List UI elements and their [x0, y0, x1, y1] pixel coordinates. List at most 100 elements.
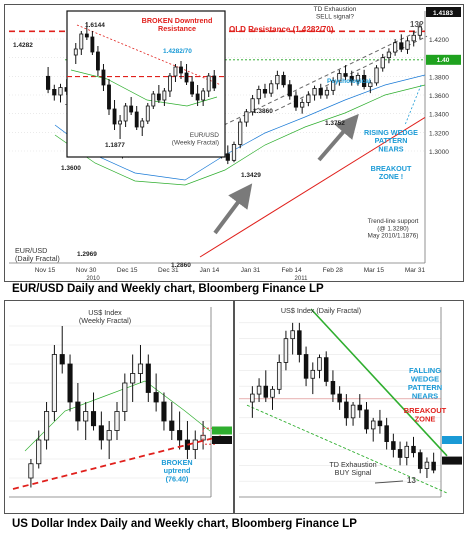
- eurusd-candle: [412, 35, 415, 41]
- price-tag-blue: [442, 436, 462, 444]
- eurusd-candle: [288, 85, 291, 96]
- usd-weekly-candle: [99, 426, 103, 440]
- usd-daily-candle: [318, 358, 322, 371]
- weekly-candle: [102, 70, 105, 85]
- usd-daily-chart: US$ Index (Daily Fractal) FALLING WEDGE PAT…: [235, 301, 463, 513]
- usd-daily-candle: [371, 421, 375, 429]
- usd-weekly-candle: [154, 393, 158, 403]
- weekly-candle: [124, 106, 127, 121]
- eurusd-candle: [294, 96, 297, 107]
- usd-daily-candle: [425, 462, 429, 468]
- weekly-candle: [130, 106, 133, 112]
- trendline-support-label: Trend-line support (@ 1.3280) May 2010/1.1…: [368, 218, 419, 240]
- usd-weekly-candle: [52, 355, 56, 412]
- wedge-callout-line: [405, 85, 421, 125]
- usd-weekly-candle: [146, 364, 150, 393]
- eurusd-candle: [257, 89, 260, 98]
- rising-wedge-label: RISING WEDGE PATTERN NEARS: [364, 128, 418, 153]
- eurusd-candle: [319, 88, 322, 95]
- usd-weekly-candle: [138, 364, 142, 374]
- usd-weekly-candle: [37, 440, 41, 464]
- usd-weekly-panel: US$ Index (Weekly Fractal) BROKEN uptrend (7…: [4, 300, 234, 514]
- eurusd-daily-series-label: EUR/USD (Daily Fractal): [15, 246, 60, 263]
- weekly-candle: [107, 85, 110, 109]
- x-tick-label: Mar 31: [405, 267, 426, 274]
- weekly-candle: [113, 109, 116, 124]
- usd-daily-candle: [412, 446, 416, 452]
- x-tick-label: Jan 14: [200, 267, 220, 274]
- y-tick-label: 1.3200: [429, 130, 449, 137]
- eurusd-daily-chart: 1.42001.40001.38001.36001.34001.32001.30…: [5, 5, 463, 281]
- pivot-label: 1.3752: [325, 120, 345, 127]
- weekly-candle: [202, 91, 205, 100]
- usd-weekly-candle: [29, 464, 33, 478]
- usd-daily-candle: [257, 386, 261, 394]
- usd-daily-candle: [392, 442, 396, 450]
- weekly-candle: [141, 121, 144, 127]
- usd-daily-candle: [284, 339, 288, 363]
- weekly-candle: [174, 67, 177, 76]
- x-tick-label: Feb 14: [282, 267, 303, 274]
- eurusd-candle: [263, 89, 266, 93]
- weekly-candle: [74, 49, 77, 55]
- weekly-candle: [119, 121, 122, 124]
- usd-daily-candle: [331, 381, 335, 394]
- broken-uptrend-label: BROKEN uptrend (76.40): [161, 458, 192, 483]
- usd-daily-candle: [251, 394, 255, 402]
- x-tick-label: Nov 30: [76, 267, 97, 274]
- usd-weekly-candle: [170, 421, 174, 431]
- weekly-candle: [179, 67, 182, 73]
- usd-weekly-candle: [177, 431, 181, 441]
- usd-weekly-candle: [44, 412, 48, 441]
- weekly-candle: [207, 76, 210, 91]
- x-tick-label: Nov 15: [35, 267, 56, 274]
- weekly-candle: [146, 106, 149, 121]
- usd-daily-candle: [311, 370, 315, 378]
- psychological-label: Psychological: [327, 78, 371, 85]
- y-tick-label: 1.4200: [429, 37, 449, 44]
- pivot-label: 1.2860: [171, 262, 191, 269]
- weekly-candle: [196, 94, 199, 100]
- x-tick-label: Feb 28: [323, 267, 344, 274]
- usd-daily-candle: [398, 450, 402, 458]
- eurusd-candle: [387, 52, 390, 58]
- pivot-label: 1.3429: [241, 172, 261, 179]
- price-tag-dark: [212, 436, 232, 444]
- td-exhaustion-label: TD Exhaustion SELL signal?: [314, 6, 357, 21]
- usd-weekly-candle: [193, 440, 197, 450]
- usd-daily-candle: [271, 389, 275, 397]
- eurusd-candle: [226, 154, 229, 161]
- weekly-candle: [185, 73, 188, 82]
- x-year-label: 2011: [295, 276, 309, 281]
- weekly-candle: [91, 37, 94, 52]
- eurusd-candle: [307, 95, 310, 102]
- weekly-candle: [213, 76, 216, 88]
- usd-weekly-chart: US$ Index (Weekly Fractal) BROKEN uptrend (7…: [5, 301, 233, 513]
- x-tick-label: Jan 31: [241, 267, 261, 274]
- weekly-candle: [80, 34, 83, 49]
- usd-weekly-candle: [68, 364, 72, 402]
- x-tick-label: Mar 15: [364, 267, 385, 274]
- weekly-candle: [85, 34, 88, 37]
- inset-resistance-label: 1.4282/70: [163, 48, 192, 55]
- y-tick-label: 1.3600: [429, 93, 449, 100]
- weekly-candle: [157, 94, 160, 100]
- trend-arrow-2: [319, 123, 351, 160]
- td-count-label: 13: [407, 476, 416, 485]
- weekly-candle: [152, 94, 155, 106]
- trend-arrow-1: [215, 193, 245, 233]
- usd-weekly-candle: [107, 431, 111, 441]
- breakout-zone-label: BREAKOUT ZONE !: [371, 164, 412, 181]
- usd-daily-candle: [378, 421, 382, 426]
- eurusd-candle: [232, 144, 235, 160]
- price-tag-dark: [442, 457, 462, 465]
- y-tick-label: 1.3400: [429, 112, 449, 119]
- usd-daily-candle: [385, 426, 389, 442]
- psychological-price-label: 1.40: [437, 57, 450, 64]
- usd-daily-candle: [418, 453, 422, 469]
- old-resistance-label: OLD Resistance (1.4282/70): [229, 25, 334, 34]
- eurusd-candle: [344, 74, 347, 77]
- usd-daily-candle: [351, 405, 355, 418]
- usd-weekly-series-label: US$ Index (Weekly Fractal): [79, 308, 131, 325]
- weekly-candle: [135, 112, 138, 127]
